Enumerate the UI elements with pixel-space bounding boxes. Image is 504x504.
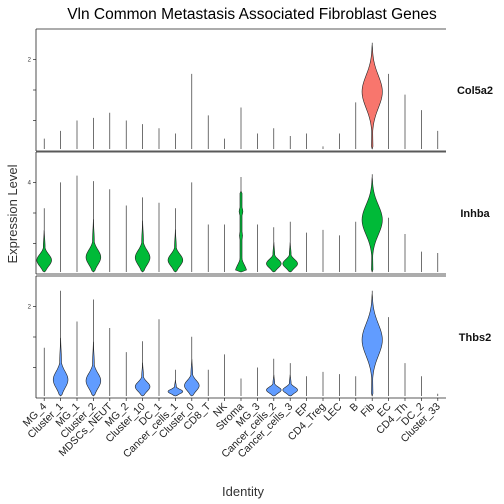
x-tick-labels: MG_4Cluster_1MG_1Cluster_2MDSCs_NEUTMG_2… [21,398,443,460]
violin-col5a2-fib [361,44,383,150]
violin-inhba-cluster-2 [85,219,102,273]
panel-thbs2: 2 Thbs2 [28,275,491,399]
x-tick-label-lec: LEC [322,400,345,423]
y-tick-label: 2 [28,305,32,311]
gene-label-thbs2: Thbs2 [459,332,491,344]
violin-inhba-mg-4 [36,229,52,273]
panel-col5a2: 2 Col5a2 [28,28,493,152]
violin-thbs2-cancer-cells-2 [266,374,282,397]
violin-inhba-fib [361,176,383,273]
y-tick-label: 4 [28,181,32,187]
panels: 2 Col5a2 4 Inhba 2 Thbs2 [28,28,493,399]
chart-title: Vln Common Metastasis Associated Fibrobl… [67,6,437,23]
violin-inhba-cancer-cells-2 [266,241,282,273]
violin-inhba-stroma [235,190,247,273]
violin-thbs2-cancer-cells-3 [282,374,298,397]
gene-label-col5a2: Col5a2 [457,85,493,97]
violin-thbs2-fib [361,293,383,397]
gene-label-inhba: Inhba [460,208,490,220]
violin-inhba-cancer-cells-1 [167,229,184,273]
violin-thbs2-cluster-0 [184,358,200,397]
x-axis-label: Identity [222,484,264,499]
violin-thbs2-cluster-1 [52,337,69,397]
violin-thbs2-cluster-2 [85,341,102,397]
violin-inhba-cancer-cells-3 [282,242,298,273]
y-axis-label: Expression Level [5,164,20,263]
violin-thbs2-cluster-10 [134,362,151,397]
panel-inhba: 4 Inhba [28,151,491,275]
y-tick-label: 2 [28,58,32,64]
violin-inhba-cluster-10 [134,220,151,273]
violin-thbs2-cancer-cells-1 [167,380,184,397]
